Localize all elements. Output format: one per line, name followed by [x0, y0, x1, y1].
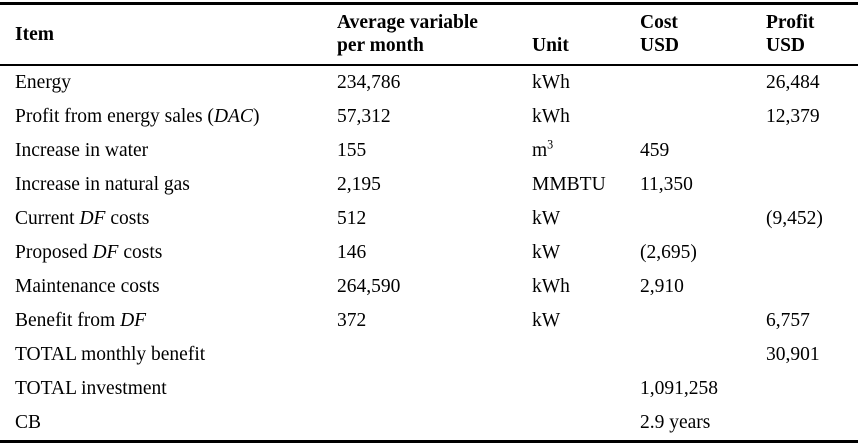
cell-cost: [640, 202, 766, 236]
cell-profit: [766, 134, 858, 168]
table-header-row: Item Average variable per month Unit Cost USD…: [0, 4, 858, 65]
table-header: Item Average variable per month Unit Cost USD…: [0, 4, 858, 65]
cell-unit: kWh: [532, 276, 570, 297]
cell-profit: 30,901: [766, 344, 820, 365]
column-header-avg: Average variable per month: [337, 12, 478, 56]
cell-item: Energy: [15, 72, 71, 93]
cell-unit: MMBTU: [532, 174, 606, 195]
cell-cost: [640, 304, 766, 338]
cell-profit: 6,757: [766, 310, 810, 331]
cell-item: Current DF costs: [15, 208, 150, 229]
cell-profit: [766, 168, 858, 202]
cell-unit: [532, 372, 640, 406]
table-row: Proposed DF costs 146 kW (2,695): [0, 236, 858, 270]
cell-profit: [766, 406, 858, 442]
table-row: TOTAL investment 1,091,258: [0, 372, 858, 406]
cell-avg: [337, 372, 532, 406]
cell-avg: 155: [337, 140, 367, 161]
cell-avg: 372: [337, 310, 367, 331]
cell-cost: [640, 338, 766, 372]
cell-unit: kWh: [532, 106, 570, 127]
table-row: Increase in water 155 m3 459: [0, 134, 858, 168]
column-header-profit: Profit USD: [766, 12, 815, 56]
cell-profit: 26,484: [766, 72, 820, 93]
column-header-item: Item: [15, 23, 54, 45]
cell-cost: [640, 100, 766, 134]
cell-item: Increase in water: [15, 140, 149, 161]
table-row: Energy 234,786 kWh 26,484: [0, 65, 858, 100]
cell-profit: [766, 372, 858, 406]
cell-cost: 459: [640, 140, 670, 161]
cell-avg: 512: [337, 208, 367, 229]
cell-item: TOTAL monthly benefit: [15, 344, 206, 365]
cell-item: TOTAL investment: [15, 378, 167, 399]
cell-avg: 57,312: [337, 106, 391, 127]
cell-profit: (9,452): [766, 208, 823, 229]
cell-item: Increase in natural gas: [15, 174, 190, 195]
cell-profit: [766, 236, 858, 270]
cell-item: CB: [15, 412, 42, 433]
cell-cost: 2.9 years: [640, 412, 711, 433]
cell-avg: 234,786: [337, 72, 401, 93]
cell-unit: [532, 338, 640, 372]
cell-unit: kWh: [532, 72, 570, 93]
cell-avg: 146: [337, 242, 367, 263]
cell-item: Profit from energy sales (DAC): [15, 106, 260, 127]
cell-item: Maintenance costs: [15, 276, 160, 297]
cell-profit: [766, 270, 858, 304]
cell-cost: 2,910: [640, 276, 684, 297]
cell-unit: kW: [532, 208, 561, 229]
table-body: Energy 234,786 kWh 26,484 Profit from energy…: [0, 65, 858, 442]
cell-cost: 11,350: [640, 174, 693, 195]
cell-cost: 1,091,258: [640, 378, 718, 399]
cell-avg: [337, 406, 532, 442]
table-row: Maintenance costs 264,590 kWh 2,910: [0, 270, 858, 304]
table-row: Benefit from DF 372 kW 6,757: [0, 304, 858, 338]
cell-item: Proposed DF costs: [15, 242, 163, 263]
cell-unit: kW: [532, 242, 561, 263]
cell-avg: [337, 338, 532, 372]
table-row: CB 2.9 years: [0, 406, 858, 442]
cell-item: Benefit from DF: [15, 310, 147, 331]
cell-avg: 2,195: [337, 174, 381, 195]
table-row: Profit from energy sales (DAC) 57,312 kWh 1…: [0, 100, 858, 134]
cell-profit: 12,379: [766, 106, 820, 127]
cell-avg: 264,590: [337, 276, 401, 297]
table-row: TOTAL monthly benefit 30,901: [0, 338, 858, 372]
table-row: Increase in natural gas 2,195 MMBTU 11,350: [0, 168, 858, 202]
cell-cost: [640, 65, 766, 100]
column-header-cost: Cost USD: [640, 12, 680, 56]
cell-unit: m3: [532, 137, 554, 161]
column-header-unit: Unit: [532, 35, 569, 56]
cell-cost: (2,695): [640, 242, 697, 263]
table-row: Current DF costs 512 kW (9,452): [0, 202, 858, 236]
cell-unit: [532, 406, 640, 442]
cell-unit: kW: [532, 310, 561, 331]
